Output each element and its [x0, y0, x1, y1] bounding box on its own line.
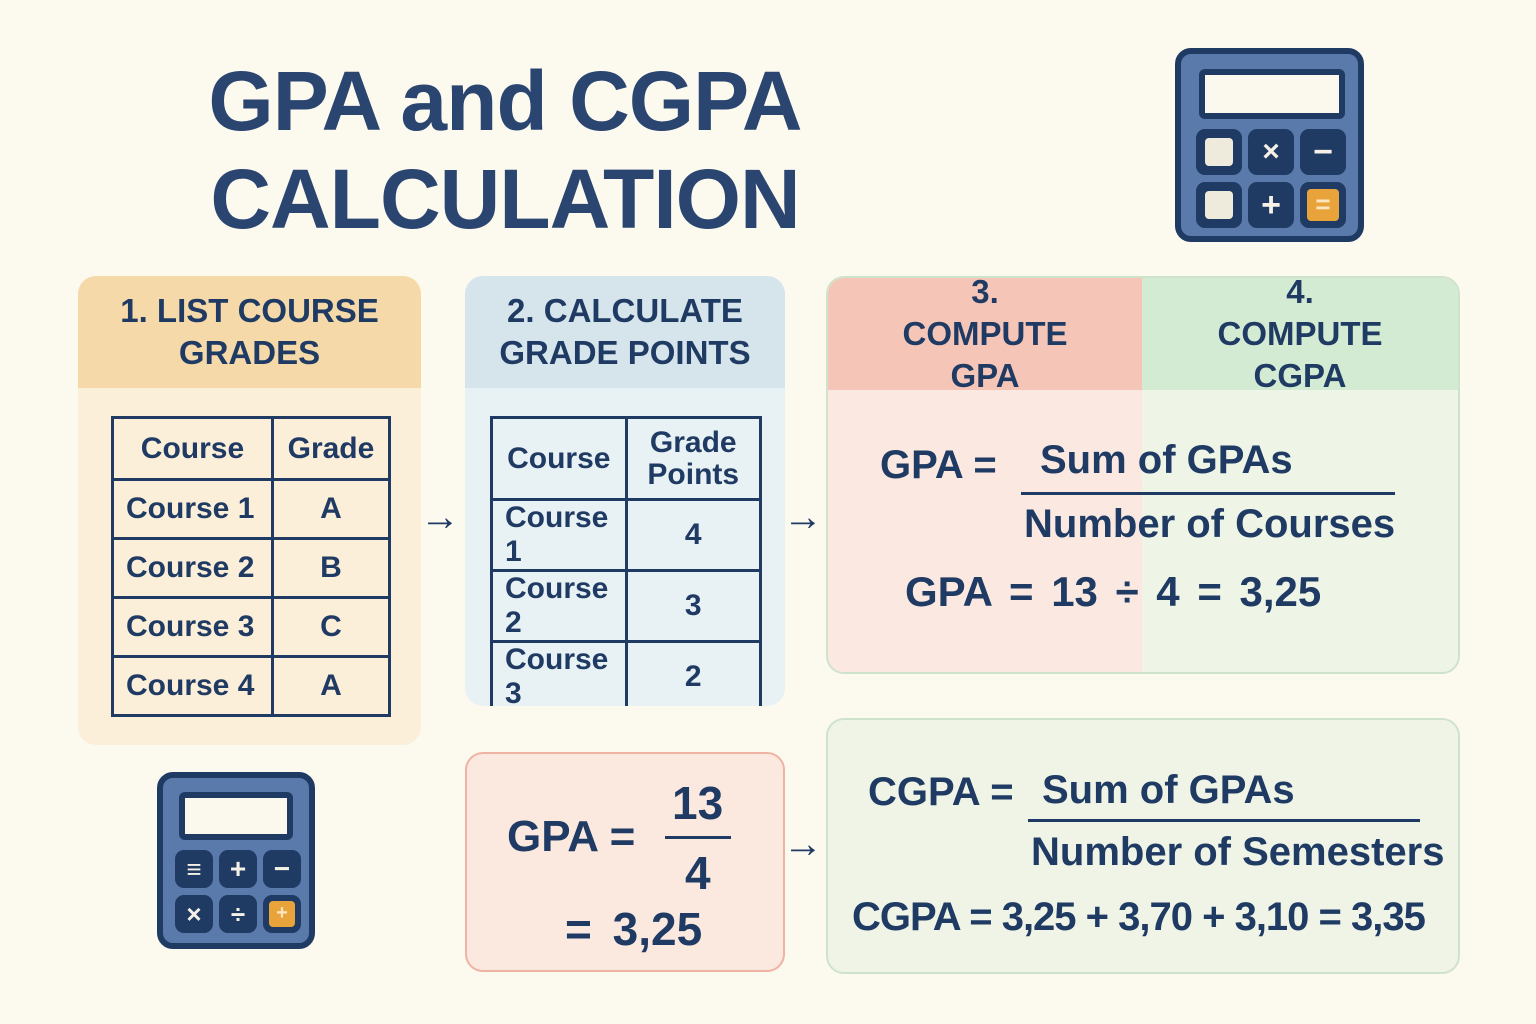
menu-key-icon: ≡: [175, 850, 213, 888]
cgpa-formula-numerator: Sum of GPAs: [1042, 768, 1295, 812]
divide-key-icon: ÷: [219, 895, 257, 933]
plus-key-icon: +: [219, 850, 257, 888]
fraction-bar: [1028, 819, 1420, 822]
step-1-card: 1. LIST COURSE GRADES Course Grade Course…: [78, 276, 421, 745]
gpa-formula-denominator: Number of Courses: [1024, 502, 1396, 546]
calculator-screen: [1199, 69, 1345, 119]
plus-orange-key-icon: +: [263, 895, 301, 933]
minus-key-icon: −: [263, 850, 301, 888]
header-course: Course: [111, 416, 274, 481]
step-2-card: 2. CALCULATE GRADE POINTS Course Grade Po…: [465, 276, 785, 706]
multiply-key-icon: ×: [1248, 129, 1294, 175]
header-grade: Grade: [270, 416, 392, 481]
calculator-screen: [179, 792, 293, 840]
calculator-icon: ≡ + − × ÷ +: [157, 772, 315, 949]
cgpa-formula-denominator: Number of Semesters: [1031, 830, 1445, 874]
gpa-fraction-result: = 3,25: [565, 903, 703, 955]
fraction-bar: [1021, 492, 1395, 495]
plus-key-icon: +: [1248, 182, 1294, 228]
gpa-fraction-card: GPA = 13 4 = 3,25: [465, 752, 785, 972]
minus-key-icon: −: [1300, 129, 1346, 175]
gpa-formula-numerator: Sum of GPAs: [1040, 438, 1293, 482]
arrow-right-icon: →: [783, 822, 823, 866]
step-2-header: 2. CALCULATE GRADE POINTS: [465, 276, 785, 388]
multiply-key-icon: ×: [175, 895, 213, 933]
equals-key-icon: =: [1300, 182, 1346, 228]
fraction-bar: [665, 836, 731, 839]
arrow-right-icon: →: [420, 495, 460, 539]
cgpa-card: CGPA = Sum of GPAs Number of Semesters C…: [826, 718, 1460, 974]
gpa-formula-lhs: GPA =: [880, 443, 997, 487]
step-4-header: 4. COMPUTE CGPA: [1142, 278, 1458, 394]
cgpa-example: CGPA = 3,25 + 3,70 + 3,10 = 3,35: [852, 895, 1426, 939]
step-3-header: 3. COMPUTE GPA: [828, 278, 1142, 394]
title-line-1: GPA and CGPA: [208, 54, 802, 148]
calculator-icon: × − + =: [1175, 48, 1364, 242]
blank-key-icon: [1196, 129, 1242, 175]
gpa-fraction-lhs: GPA =: [507, 812, 636, 861]
cgpa-formula-lhs: CGPA =: [868, 770, 1014, 814]
page-title: GPA and CGPA CALCULATION: [180, 52, 830, 248]
blank-key-icon: [1196, 182, 1242, 228]
title-line-2: CALCULATION: [210, 152, 800, 246]
header-grade-points: Grade Points: [624, 416, 763, 501]
header-course: Course: [490, 416, 628, 501]
gpa-fraction-denominator: 4: [685, 847, 711, 899]
gpa-fraction-numerator: 13: [672, 777, 724, 829]
gpa-example: GPA = 13 ÷ 4 = 3,25: [905, 568, 1322, 615]
arrow-right-icon: →: [783, 495, 823, 539]
step-3-4-card: 3. COMPUTE GPA 4. COMPUTE CGPA GPA = Sum…: [826, 276, 1460, 674]
step-1-header: 1. LIST COURSE GRADES: [78, 276, 421, 388]
